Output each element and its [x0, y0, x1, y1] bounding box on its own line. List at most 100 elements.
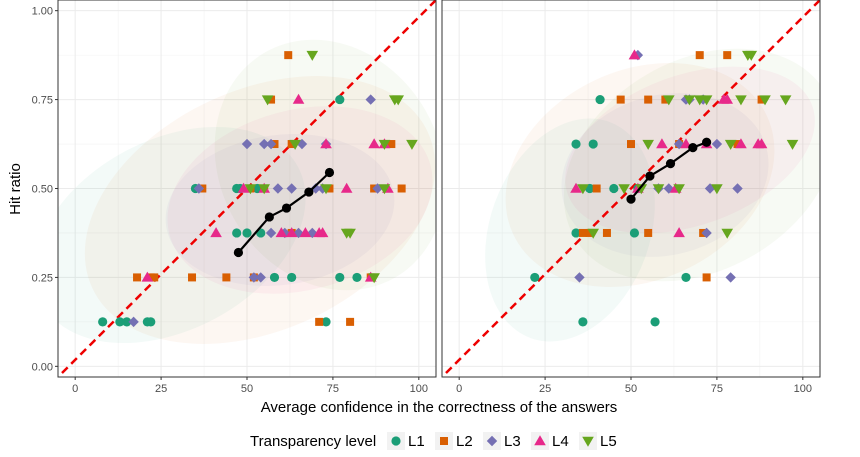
point-l1 — [287, 272, 297, 283]
point-l1 — [650, 317, 660, 327]
point-l3 — [248, 272, 260, 283]
point-l5 — [724, 139, 737, 150]
panel-left-trend — [233, 167, 335, 258]
point-l4 — [673, 227, 685, 238]
point-l5 — [635, 184, 648, 195]
point-l5 — [244, 184, 257, 195]
point-l4 — [721, 93, 734, 104]
y-tick-label: 0.25 — [32, 272, 53, 284]
point-l5 — [577, 184, 589, 195]
legend-key-l2 — [440, 437, 448, 445]
point-l2 — [578, 228, 587, 237]
point-l1 — [242, 228, 252, 238]
x-tick-label: 50 — [241, 383, 253, 395]
point-l2 — [757, 95, 766, 104]
point-l5 — [683, 95, 696, 106]
ellipse-l2 — [84, 76, 436, 344]
ellipse-l4 — [167, 106, 433, 294]
point-l4 — [735, 138, 747, 149]
point-l3 — [258, 138, 270, 150]
panel-left-points — [98, 50, 418, 328]
x-axis-title: Average confidence in the correctness of… — [261, 399, 618, 416]
point-l5 — [320, 184, 332, 195]
point-l4 — [292, 93, 305, 104]
point-l2 — [346, 317, 355, 326]
point-l1 — [98, 317, 108, 327]
point-l5 — [779, 95, 792, 106]
legend-label-l2: L2 — [456, 433, 473, 450]
point-l3 — [725, 272, 736, 283]
point-l1 — [352, 272, 362, 283]
point-l4 — [368, 138, 380, 149]
point-l1 — [681, 272, 691, 283]
legend-key-l5 — [582, 436, 594, 447]
point-l1 — [335, 94, 345, 105]
point-l4 — [755, 138, 768, 149]
legend-key-l3 — [486, 435, 498, 447]
legend: Transparency level L1 L2 L3 L4 L5 — [250, 432, 617, 450]
point-l3 — [241, 138, 253, 150]
point-l5 — [700, 95, 713, 106]
x-tick-label: 25 — [539, 383, 551, 395]
point-l1 — [122, 317, 132, 327]
panel-left: 0.00 0.25 0.50 0.75 1.00 0 25 50 75 100 — [32, 0, 437, 395]
point-l4 — [316, 227, 329, 238]
x-tick-label: 25 — [155, 383, 167, 395]
panel-right-trend — [626, 137, 712, 204]
point-l5 — [378, 139, 391, 150]
point-l1 — [530, 272, 540, 283]
panel-left-ellipses — [58, 39, 436, 344]
point-l3 — [128, 316, 139, 328]
point-l1 — [321, 317, 331, 327]
trend-point — [281, 203, 292, 213]
point-l3 — [574, 272, 585, 283]
legend-label-l1: L1 — [408, 433, 425, 450]
point-l5 — [406, 139, 418, 150]
legend-label-l3: L3 — [504, 433, 521, 450]
point-l4 — [320, 138, 332, 149]
point-l3 — [272, 183, 284, 194]
ellipse-r3 — [561, 93, 769, 257]
point-l5 — [368, 273, 380, 284]
ellipse-r5 — [563, 48, 820, 282]
point-l2 — [284, 51, 293, 60]
point-l2 — [733, 140, 742, 149]
point-l2 — [397, 184, 406, 193]
point-l5 — [306, 50, 319, 61]
x-tick-label: 50 — [625, 383, 637, 395]
point-l3 — [732, 183, 743, 194]
point-l1 — [629, 228, 640, 238]
point-l3 — [265, 138, 277, 150]
point-l1 — [588, 139, 598, 149]
point-l2 — [723, 51, 732, 60]
point-l2 — [644, 95, 653, 104]
trend-point — [304, 187, 314, 197]
trend-point — [665, 159, 676, 169]
point-l2 — [133, 273, 142, 282]
point-l3 — [711, 138, 723, 150]
point-l5 — [652, 184, 665, 195]
point-l5 — [344, 228, 356, 239]
point-l1 — [335, 272, 345, 283]
point-l1 — [115, 317, 125, 327]
legend-key-l4 — [534, 435, 546, 446]
panel-left-x-axis: 0 25 50 75 100 — [72, 377, 428, 395]
point-l2 — [585, 228, 594, 237]
y-tick-label: 0.50 — [32, 184, 53, 196]
trend-point — [645, 171, 655, 181]
point-l2 — [602, 228, 611, 237]
point-l3 — [632, 49, 644, 61]
point-l3 — [255, 272, 266, 283]
point-l3 — [265, 227, 277, 239]
trend-point — [702, 137, 712, 147]
point-l1 — [609, 183, 619, 194]
point-l1 — [269, 272, 280, 283]
point-l5 — [663, 95, 675, 106]
x-tick-label: 75 — [711, 383, 723, 395]
point-l5 — [392, 95, 404, 106]
point-l4 — [275, 227, 288, 238]
point-l4 — [210, 227, 222, 238]
trend-point — [324, 167, 335, 178]
point-l4 — [237, 182, 250, 193]
panel-right-points — [530, 49, 799, 327]
